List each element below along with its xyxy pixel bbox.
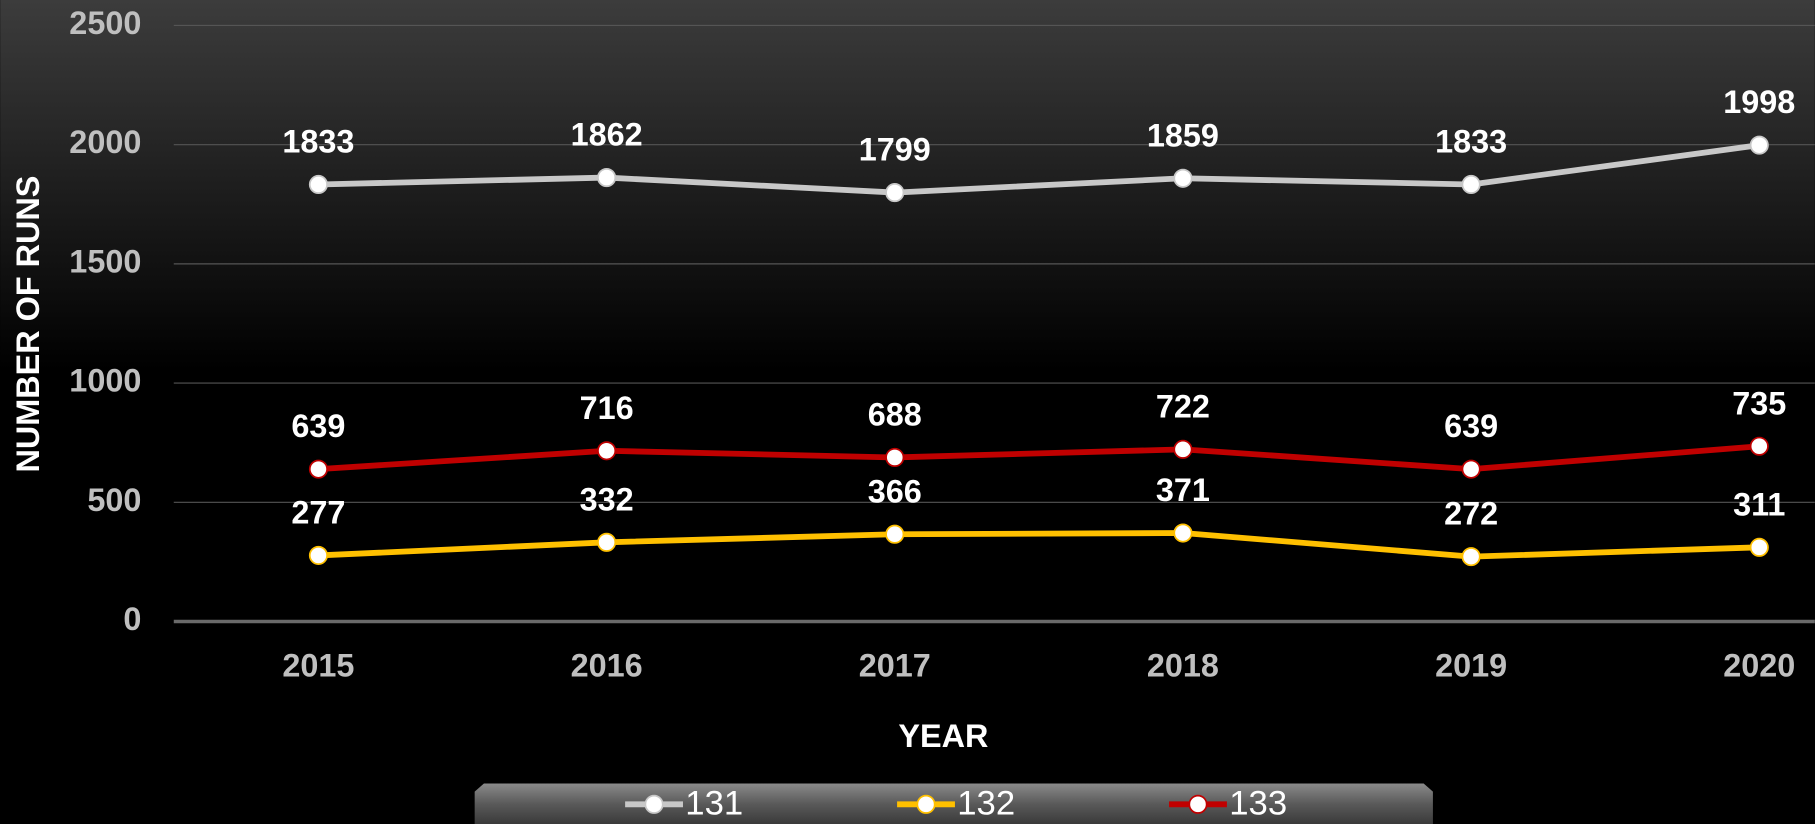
data-point [308,459,328,479]
data-point [1749,537,1769,557]
series-line [318,443,1760,473]
data-label: 1799 [859,132,931,168]
x-axis-title: YEAR [898,718,988,754]
legend-label: 133 [1229,785,1287,823]
data-point [1749,436,1769,456]
y-tick-label: 1000 [69,363,141,399]
y-tick-label: 500 [87,482,141,518]
data-label: 1833 [282,124,354,160]
data-point [597,441,617,461]
x-tick-label: 2017 [859,647,931,683]
data-point [1173,523,1193,543]
data-point [1173,439,1193,459]
data-label: 277 [291,494,345,530]
legend-marker [916,794,936,814]
data-label: 639 [291,408,345,444]
data-point [1749,135,1769,155]
y-axis-title: NUMBER OF RUNS [10,176,46,473]
data-point [597,532,617,552]
y-tick-label: 2000 [69,124,141,160]
x-tick-label: 2016 [571,647,643,683]
y-tick-label: 0 [123,601,141,637]
x-tick-label: 2019 [1435,647,1507,683]
data-label: 311 [1733,486,1785,522]
legend-marker [1188,794,1208,814]
data-point [308,545,328,565]
legend-label: 131 [685,785,743,823]
data-label: 722 [1156,388,1210,424]
data-point [308,174,328,195]
data-label: 332 [580,481,634,517]
data-label: 371 [1156,472,1210,508]
legend-label: 132 [957,785,1015,823]
data-point [885,183,905,203]
data-point [885,524,905,544]
data-label: 1833 [1435,124,1507,160]
y-tick-label: 2500 [69,5,141,41]
x-tick-label: 2015 [282,647,354,683]
series-line [318,142,1760,196]
legend-marker [644,794,664,814]
data-point [1461,174,1481,195]
data-point [597,168,617,188]
data-label: 366 [868,473,922,509]
data-point [885,447,905,467]
data-label: 1998 [1723,84,1795,120]
series-line [318,530,1760,560]
data-label: 688 [868,397,922,433]
data-point [1173,168,1193,188]
data-label: 1862 [571,117,643,153]
data-label: 735 [1732,385,1786,421]
data-label: 272 [1444,496,1498,532]
y-tick-label: 1500 [69,243,141,279]
data-point [1461,459,1481,479]
data-label: 716 [580,390,634,426]
x-tick-label: 2020 [1723,647,1795,683]
data-label: 1859 [1147,117,1219,153]
data-label: 639 [1444,408,1498,444]
data-point [1461,547,1481,567]
x-tick-label: 2018 [1147,647,1219,683]
